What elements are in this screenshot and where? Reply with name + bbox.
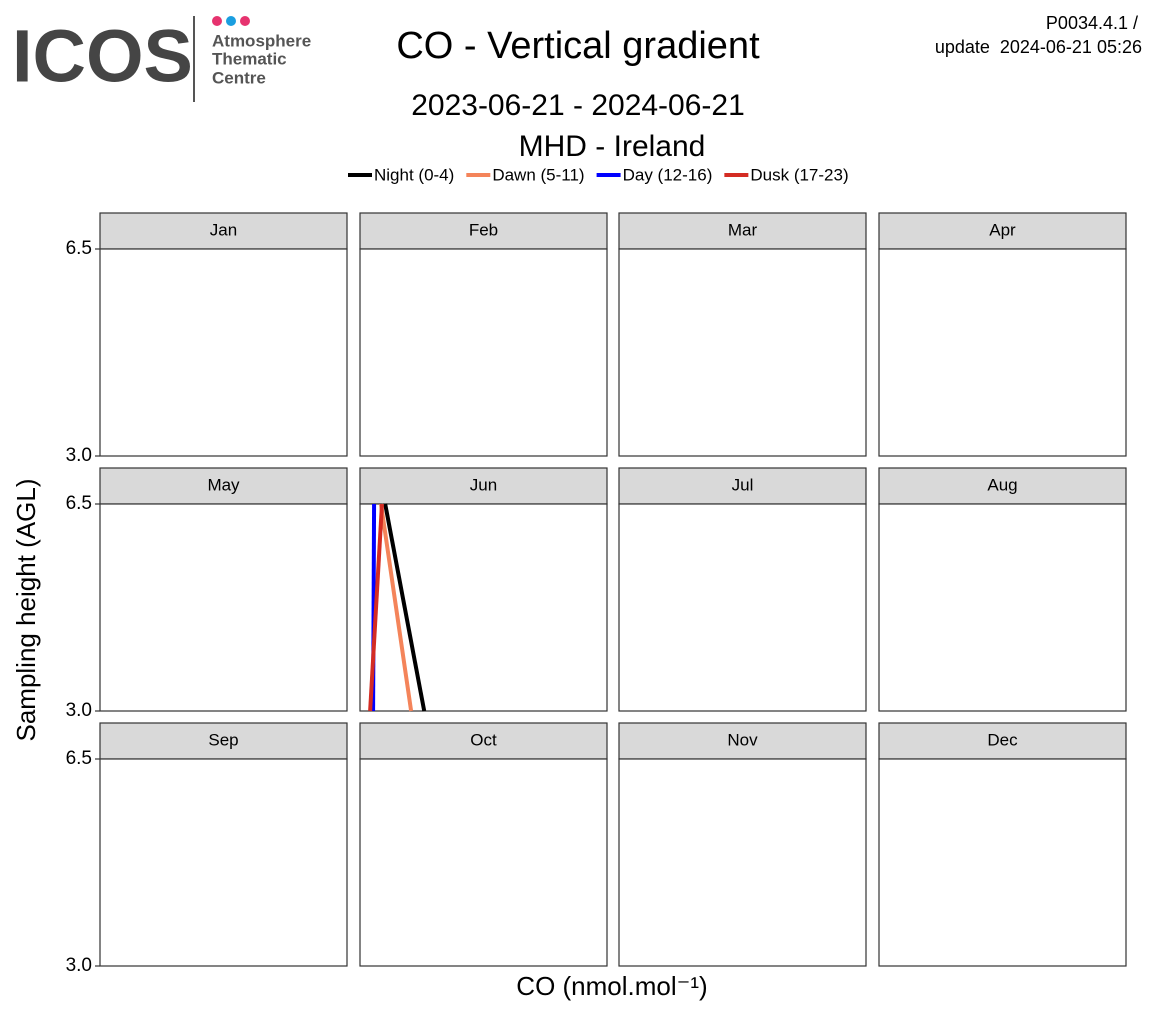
logo-text: Centre — [212, 68, 266, 87]
panel — [359, 248, 608, 457]
legend-label: Day (12-16) — [623, 165, 713, 184]
strip — [99, 467, 348, 505]
panel — [618, 248, 867, 457]
strip — [359, 212, 608, 250]
panel — [618, 503, 867, 712]
y-tick-label: 6.5 — [66, 748, 92, 769]
panel — [99, 503, 348, 712]
panel — [878, 248, 1127, 457]
panel — [618, 758, 867, 967]
legend-label: Dusk (17-23) — [750, 165, 848, 184]
strip-label: Aug — [987, 475, 1017, 494]
x-axis-label: CO (nmol.mol⁻¹) — [516, 971, 707, 1001]
strip — [99, 212, 348, 250]
panel — [99, 758, 348, 967]
strip-label: Jan — [210, 220, 237, 239]
panel — [359, 758, 608, 967]
series-line — [379, 503, 414, 712]
panel — [99, 248, 348, 457]
series-line — [368, 503, 384, 712]
logo-text: Thematic — [212, 49, 287, 68]
version-label: P0034.4.1 / — [1046, 13, 1138, 33]
site-label: MHD - Ireland — [519, 130, 706, 163]
strip-label: May — [207, 475, 240, 494]
strip-label: Mar — [728, 220, 758, 239]
strip-label: Nov — [727, 730, 758, 749]
panel — [878, 758, 1127, 967]
legend-label: Dawn (5-11) — [492, 165, 584, 184]
update-label: update 2024-06-21 05:26 — [935, 37, 1142, 57]
legend-label: Night (0-4) — [374, 165, 454, 184]
strip — [878, 212, 1127, 250]
logo-dot — [212, 16, 222, 26]
legend: Night (0-4) Dawn (5-11) Day (12-16) Dusk (1… — [348, 165, 849, 184]
logo-mark: ICOS — [12, 15, 193, 98]
logo-dot — [240, 16, 250, 26]
strip-label: Jul — [732, 475, 754, 494]
chart-subtitle: 2023-06-21 - 2024-06-21 — [411, 89, 745, 122]
strip — [878, 722, 1127, 760]
y-axis-label: Sampling height (AGL) — [11, 478, 41, 741]
strip-label: Apr — [989, 220, 1016, 239]
y-tick-label: 6.5 — [66, 238, 92, 259]
panel — [878, 503, 1127, 712]
strip — [359, 467, 608, 505]
strip — [878, 467, 1127, 505]
strip-label: Feb — [469, 220, 498, 239]
series-line — [383, 503, 427, 712]
strip — [618, 467, 867, 505]
chart-title: CO - Vertical gradient — [396, 25, 760, 67]
y-tick-label: 3.0 — [66, 445, 92, 466]
strip-label: Dec — [987, 730, 1018, 749]
y-tick-label: 3.0 — [66, 700, 92, 721]
strip — [618, 212, 867, 250]
logo-text: Atmosphere — [212, 31, 311, 50]
strip — [618, 722, 867, 760]
strip-label: Oct — [470, 730, 497, 749]
panel — [359, 503, 608, 712]
strip-label: Jun — [470, 475, 497, 494]
logo-dot — [226, 16, 236, 26]
strip-label: Sep — [208, 730, 238, 749]
y-tick-label: 6.5 — [66, 493, 92, 514]
strip — [359, 722, 608, 760]
y-tick-label: 3.0 — [66, 955, 92, 976]
